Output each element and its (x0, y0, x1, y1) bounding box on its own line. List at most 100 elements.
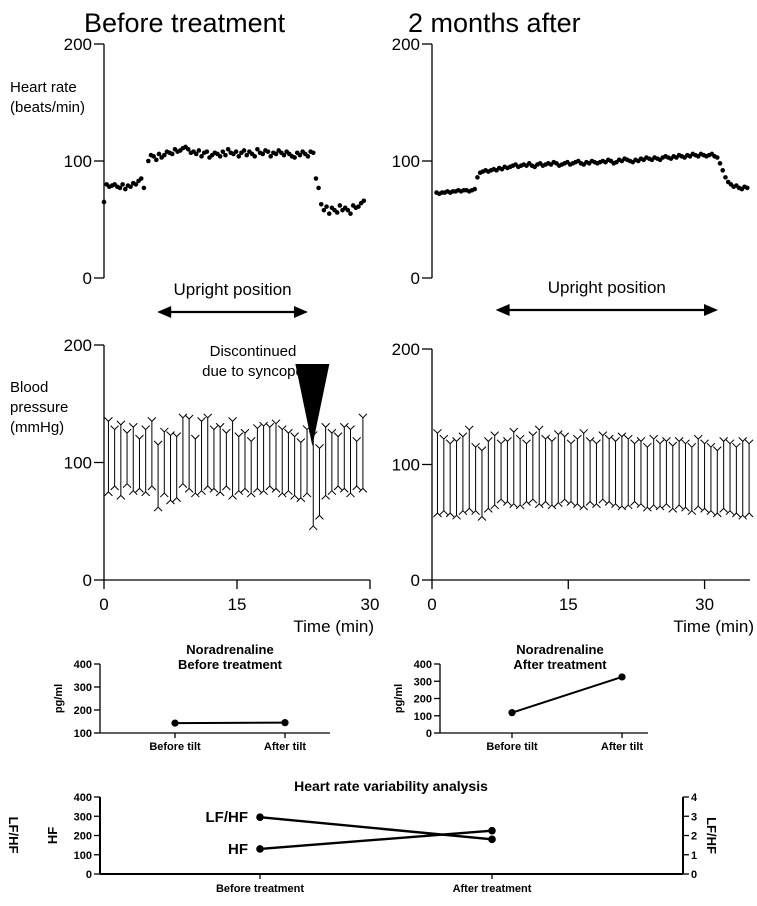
bp-after-bp-diastolic-cap (668, 507, 678, 513)
bp-before-bp-diastolic-cap (197, 489, 206, 496)
hrv-x-tick-label: Before treatment (216, 883, 304, 895)
bp-after-bp-systolic-cap (592, 439, 601, 445)
bp-before-syncope-label: due to syncope (202, 363, 304, 380)
bp-after-bp-diastolic-cap (433, 512, 442, 518)
hr-before-point (316, 185, 321, 191)
bp-before-bp-systolic-cap (290, 432, 299, 438)
bp-before-bp-systolic-cap (277, 425, 287, 431)
bp-after-bp-systolic-cap (464, 425, 474, 431)
bp-after-bp-systolic-cap (732, 442, 741, 448)
bp-after-bp-systolic-cap (433, 428, 442, 435)
bp-before-syncope-marker (295, 364, 330, 446)
bp-after-bp-diastolic-cap (706, 509, 716, 516)
hr-before-point (220, 149, 226, 154)
bp-after-x-tick-label: 15 (559, 595, 578, 614)
hr-before-point (141, 185, 147, 191)
hrv-y-tick-label: 0 (86, 869, 92, 881)
bp-before-bp-systolic-cap (104, 417, 113, 423)
bp-before-bp-systolic-cap (240, 428, 250, 434)
bp-before-bp-diastolic-cap (122, 482, 132, 489)
bp-after-bp-systolic-cap (573, 434, 582, 440)
hr-before-point (151, 154, 156, 159)
bp-before-bp-systolic-cap (333, 432, 343, 438)
hr-after-y-tick-label: 100 (392, 152, 420, 171)
na-before-point (281, 719, 289, 727)
bp-after-bp-diastolic-cap (553, 501, 563, 507)
bp-before-bp-diastolic-cap (271, 487, 281, 493)
bp-after-bp-systolic-cap (509, 427, 519, 433)
bp-before-bp-systolic-cap (172, 432, 182, 438)
hr-before-point (193, 151, 199, 157)
bp-before-x-label: Time (min) (293, 617, 374, 636)
bp-before-bp-diastolic-cap (327, 489, 337, 496)
bp-after-bp-diastolic-cap (471, 509, 480, 516)
hr-before-point (324, 204, 329, 209)
bp-before-bp-systolic-cap (153, 440, 163, 446)
bp-before-bp-diastolic-cap (339, 487, 349, 493)
bp-after-bp-systolic-cap (738, 437, 748, 443)
hr-before-y-label: Heart rate (10, 79, 77, 96)
hr-before-point (138, 176, 144, 181)
bp-before-bp-diastolic-cap (358, 487, 368, 493)
bp-before-bp-diastolic-cap (265, 485, 275, 491)
hr-before-point (146, 158, 151, 164)
bp-before-bp-systolic-cap (203, 413, 213, 419)
bp-after-bp-diastolic-cap (522, 500, 531, 506)
bp-after-y-tick-label: 0 (411, 571, 420, 590)
bp-after-bp-diastolic-cap (515, 504, 525, 510)
bp-after-bp-systolic-cap (617, 432, 627, 438)
bp-after-y-tick-label: 200 (392, 340, 420, 359)
bp-before-bp-diastolic-cap (190, 492, 200, 498)
bp-before-bp-diastolic-cap (110, 485, 119, 491)
bp-before-bp-diastolic-cap (135, 487, 144, 493)
bp-after-bp-diastolic-cap (719, 507, 729, 513)
bp-after-bp-systolic-cap (687, 442, 697, 448)
hrv-y2-label: LF/HF (704, 817, 719, 854)
bp-before-bp-diastolic-cap (333, 485, 343, 491)
hrv-y-label: HF (45, 827, 60, 844)
hr-after-upright-label: Upright position (548, 278, 666, 297)
bp-after-bp-systolic-cap (515, 434, 525, 440)
bp-before-bp-systolic-cap (147, 417, 157, 423)
bp-after-bp-diastolic-cap (541, 500, 550, 506)
bp-before-bp-diastolic-cap (222, 485, 231, 491)
hrv-y-tick-label: 400 (74, 792, 92, 804)
bp-before-bp-diastolic-cap (259, 489, 268, 496)
bp-before-bp-systolic-cap (271, 419, 281, 425)
na-after-x-tick-label: Before tilt (486, 741, 538, 753)
hr-before-point (122, 186, 128, 192)
bp-after-bp-diastolic-cap (483, 507, 493, 513)
bp-before-bp-diastolic-cap (215, 491, 225, 497)
bp-after-bp-systolic-cap (712, 446, 722, 452)
hr-after-arrow-head-left (495, 304, 510, 316)
bp-after-bp-diastolic-cap (630, 500, 639, 506)
hr-after-point (472, 186, 478, 192)
na-before-title: Noradrenaline (186, 642, 273, 657)
bp-after-bp-systolic-cap (458, 432, 468, 438)
bp-after-bp-systolic-cap (668, 441, 678, 447)
bp-before-bp-systolic-cap (122, 428, 132, 434)
hr-after-y-tick-label: 0 (411, 269, 420, 288)
bp-after-bp-systolic-cap (471, 442, 480, 448)
bp-after-bp-systolic-cap (445, 439, 455, 445)
na-after-title: Noradrenaline (516, 642, 603, 657)
bp-after-bp-diastolic-cap (445, 512, 455, 518)
hr-before-point (356, 204, 361, 209)
bp-before-bp-diastolic-cap (153, 506, 163, 512)
bp-before-bp-diastolic-cap (321, 494, 331, 500)
hr-before-point (101, 199, 107, 205)
bp-after-bp-diastolic-cap (560, 498, 570, 504)
bp-after-bp-systolic-cap (553, 430, 563, 436)
hrv-y2-tick-label: 2 (691, 831, 697, 843)
bp-before-bp-systolic-cap (209, 425, 219, 431)
hrv-point (488, 835, 496, 844)
bp-before-bp-diastolic-cap (104, 491, 113, 497)
bp-before-bp-systolic-cap (110, 425, 119, 431)
bp-after-bp-diastolic-cap (649, 504, 659, 510)
na-after-y-tick-label: 100 (414, 711, 432, 723)
hrv-y2-tick-label: 1 (691, 850, 697, 862)
na-before-y-tick-label: 200 (74, 705, 92, 717)
bp-before-x-tick-label: 15 (228, 595, 247, 614)
na-after-y-tick-label: 300 (414, 676, 432, 688)
